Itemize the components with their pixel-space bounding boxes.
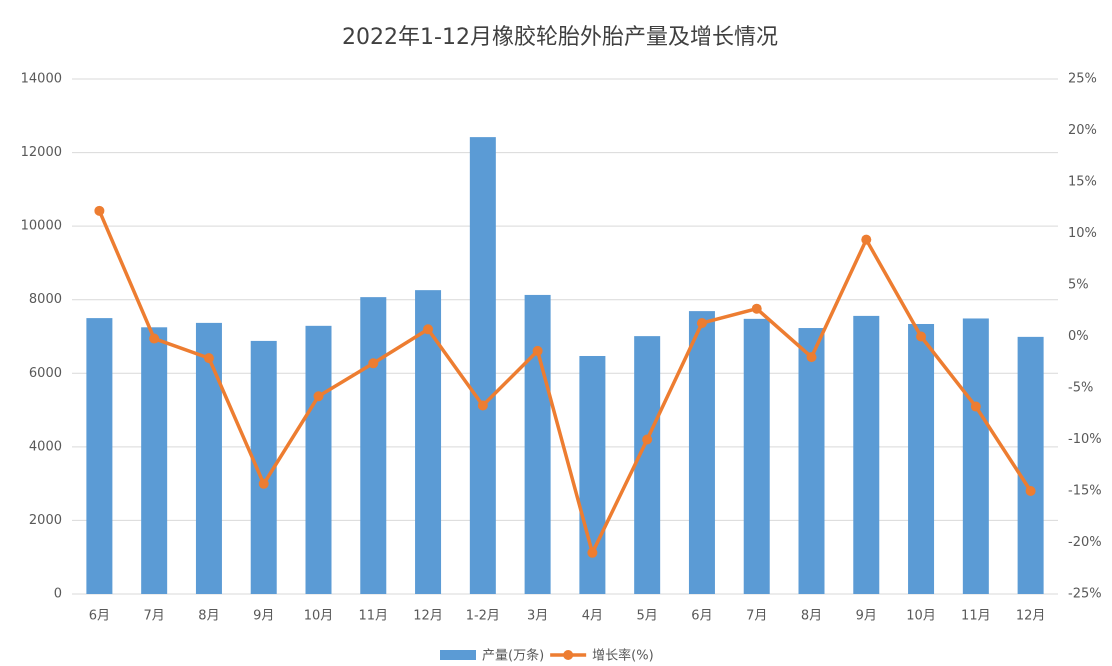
- x-tick-label: 9月: [856, 609, 877, 624]
- bar: [798, 328, 825, 594]
- y-tick-label: 2000: [29, 513, 62, 528]
- bar: [195, 322, 222, 594]
- bar: [579, 355, 606, 594]
- x-tick-label: 11月: [359, 609, 389, 624]
- bar: [908, 323, 935, 594]
- x-tick-label: 12月: [1016, 609, 1046, 624]
- marker: [642, 434, 653, 445]
- y-tick-label: 6000: [29, 366, 62, 381]
- marker: [368, 358, 379, 369]
- marker: [532, 345, 543, 356]
- marker: [1025, 486, 1036, 496]
- x-tick-label: 5月: [637, 609, 658, 624]
- y2-tick-label: 0%: [1068, 329, 1089, 344]
- bar: [743, 318, 770, 594]
- y2-tick-label: 10%: [1068, 226, 1097, 241]
- x-tick-label: 10月: [906, 609, 936, 624]
- y-tick-label: 14000: [21, 72, 62, 87]
- y2-tick-label: -10%: [1068, 432, 1102, 447]
- y2-tick-label: 20%: [1068, 123, 1097, 138]
- x-tick-label: 12月: [413, 609, 443, 624]
- line: [97, 210, 1033, 555]
- marker: [696, 318, 707, 329]
- x-tick-label: 6月: [89, 609, 110, 624]
- bar: [634, 336, 661, 594]
- marker: [477, 400, 488, 411]
- y2-tick-label: 5%: [1068, 278, 1089, 293]
- x-tick-label: 7月: [746, 609, 767, 624]
- legend-swatch: [563, 650, 574, 660]
- bar: [1017, 336, 1044, 594]
- y-tick-label: 12000: [21, 145, 62, 160]
- x-tick-label: 7月: [144, 609, 165, 624]
- y-tick-label: 8000: [29, 292, 62, 307]
- marker: [916, 331, 927, 342]
- marker: [751, 303, 762, 314]
- legend-swatch: [440, 650, 476, 660]
- x-tick-label: 3月: [527, 609, 548, 624]
- x-tick-label: 1-2月: [466, 609, 500, 624]
- bar: [141, 327, 168, 594]
- x-tick-label: 10月: [304, 609, 334, 624]
- bar: [469, 137, 496, 594]
- marker: [94, 205, 105, 216]
- y-tick-label: 0: [54, 587, 62, 602]
- bar: [305, 325, 332, 594]
- marker: [861, 234, 872, 245]
- x-tick-label: 6月: [691, 609, 712, 624]
- x-tick-label: 8月: [198, 609, 219, 624]
- chart-title: 2022年1-12月橡胶轮胎外胎产量及增长情况: [342, 25, 778, 50]
- y2-tick-label: -20%: [1068, 535, 1102, 550]
- bar: [962, 318, 989, 594]
- marker: [203, 353, 214, 364]
- marker: [587, 547, 598, 558]
- marker: [423, 324, 434, 335]
- y2-tick-label: -15%: [1068, 484, 1102, 499]
- y2-tick-label: -25%: [1068, 587, 1102, 602]
- y2-tick-label: 25%: [1068, 72, 1097, 87]
- x-tick-label: 11月: [961, 609, 991, 624]
- x-tick-label: 9月: [253, 609, 274, 624]
- bar: [360, 297, 387, 594]
- bar: [688, 311, 715, 594]
- marker: [149, 333, 160, 344]
- y2-tick-label: -5%: [1068, 381, 1093, 396]
- legend-label: 增长率(%): [592, 648, 654, 664]
- marker: [970, 401, 981, 412]
- marker: [258, 478, 269, 489]
- y2-tick-label: 15%: [1068, 175, 1097, 190]
- legend-label: 产量(万条): [482, 648, 544, 664]
- x-tick-label: 8月: [801, 609, 822, 624]
- marker: [313, 391, 324, 402]
- y-tick-label: 4000: [29, 439, 62, 454]
- bar: [524, 294, 551, 594]
- x-tick-label: 4月: [582, 609, 603, 624]
- bar: [853, 315, 880, 594]
- y-tick-label: 10000: [21, 219, 62, 234]
- marker: [806, 352, 817, 363]
- bar: [86, 318, 113, 594]
